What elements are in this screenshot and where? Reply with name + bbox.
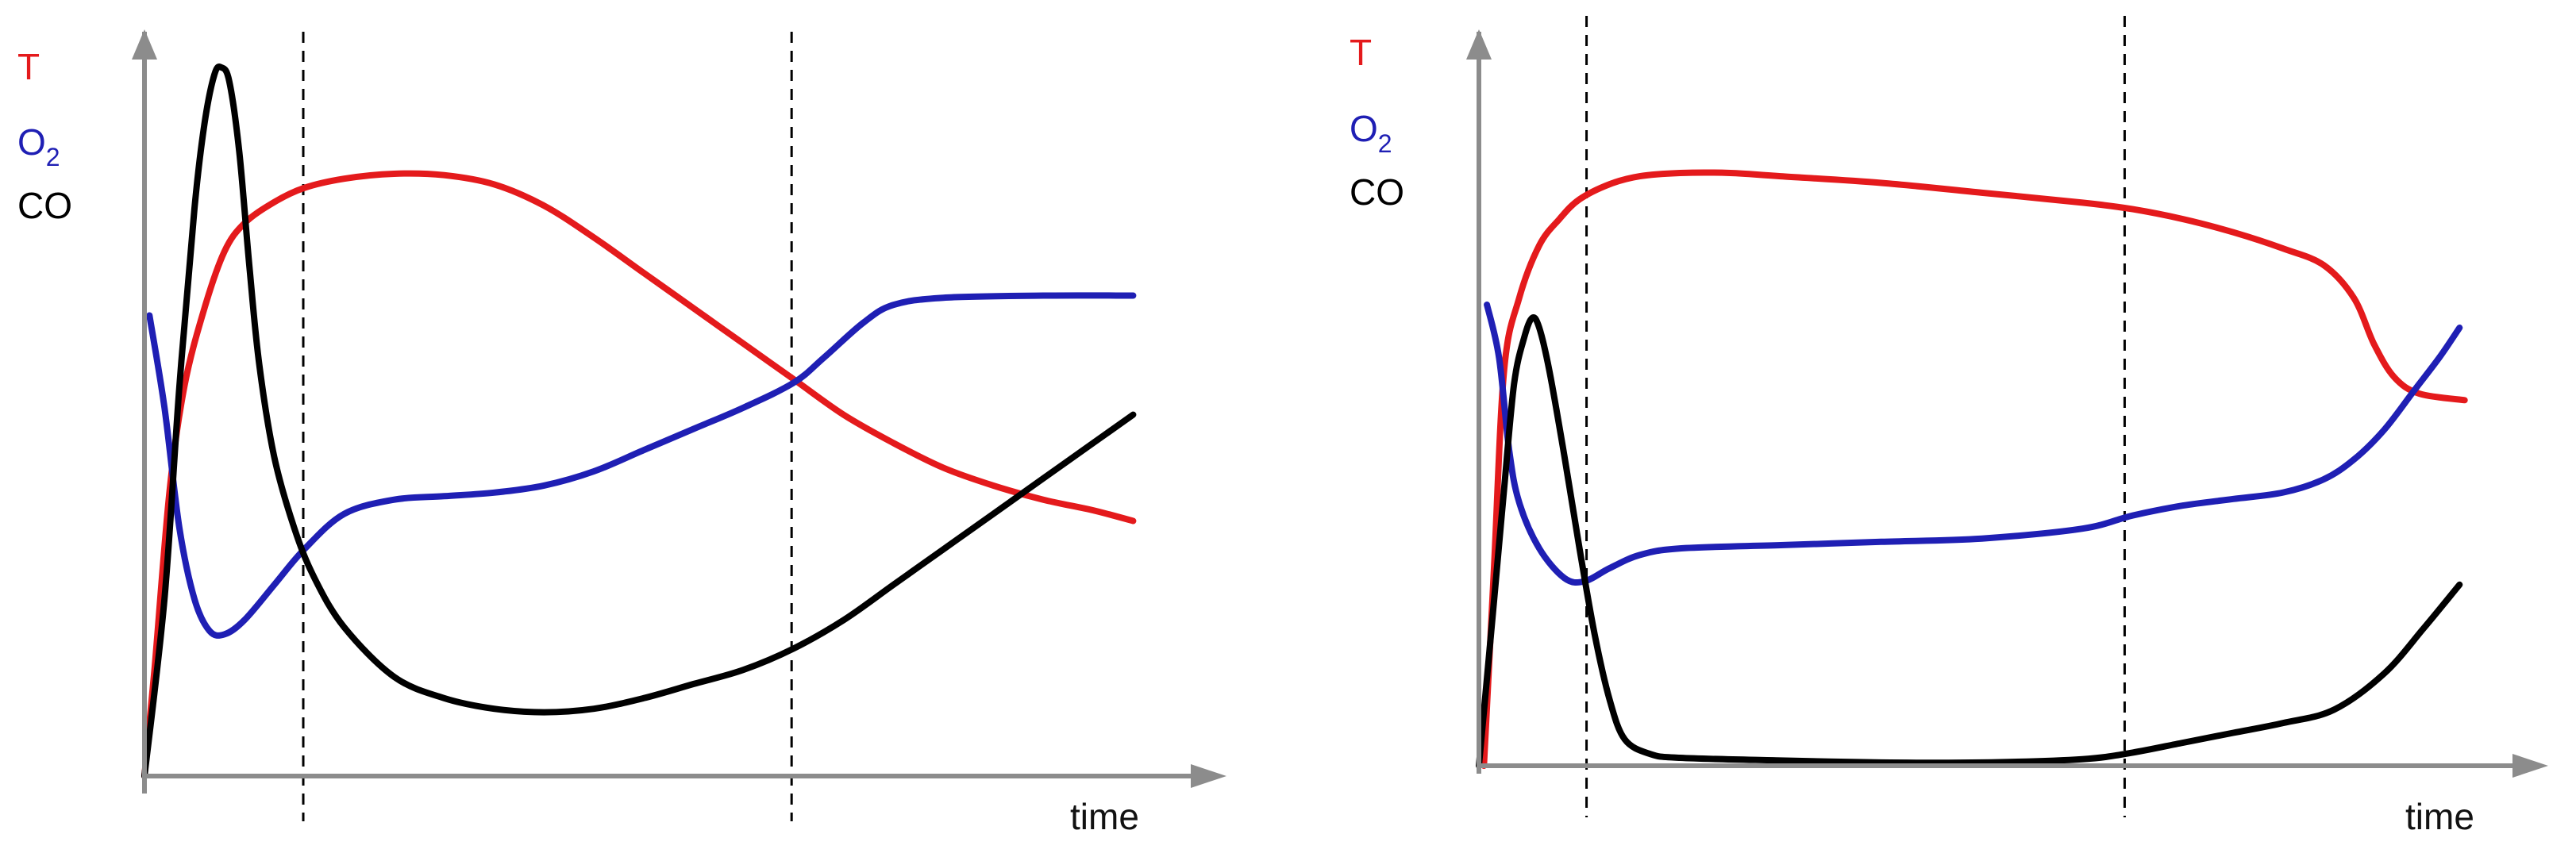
legend-label-CO: CO [17, 185, 72, 226]
plot-area [141, 32, 1137, 821]
series-line-co [141, 63, 1137, 779]
series-line-o2 [146, 292, 1137, 639]
series-line-o2 [1484, 302, 2463, 586]
series-line-t [141, 170, 1137, 779]
legend-label-O2: O2 [1350, 108, 1392, 158]
legend-label-O2: O2 [17, 121, 60, 171]
legend-label-T: T [17, 46, 40, 87]
y-axis-arrow [1466, 29, 1492, 60]
series-line-co [1476, 314, 2463, 769]
plot-area [1476, 16, 2468, 817]
legend-label-T: T [1350, 32, 1372, 73]
x-axis-label: time [2405, 796, 2474, 837]
y-axis-arrow [132, 29, 157, 60]
x-axis-label: time [1070, 796, 1139, 837]
x-axis-arrow [2512, 754, 2548, 778]
chart-panel-left: T O2 CO time [17, 29, 1226, 837]
x-axis-arrow [1191, 764, 1226, 788]
chart-panel-right: T O2 CO time [1350, 16, 2548, 837]
series-line-t [1481, 169, 2468, 769]
legend-label-CO: CO [1350, 171, 1404, 213]
